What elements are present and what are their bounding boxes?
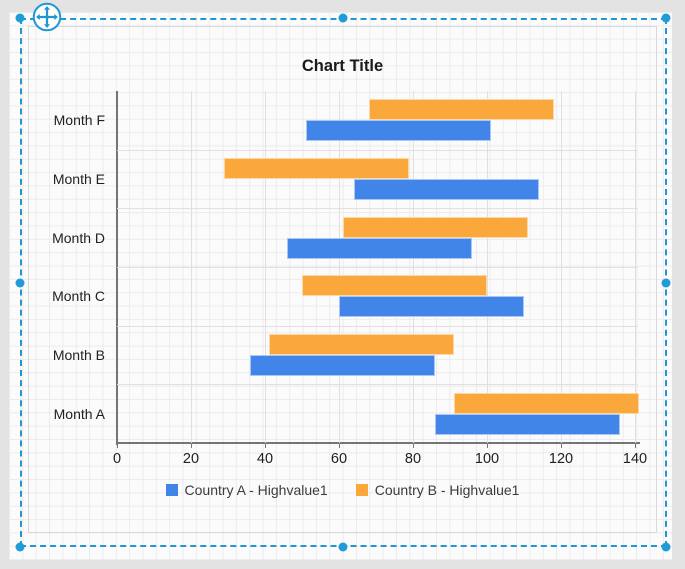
legend-label: Country A - Highvalue1 bbox=[184, 482, 328, 498]
move-icon[interactable] bbox=[32, 2, 62, 32]
category-label: Month A bbox=[53, 405, 105, 422]
x-axis-line bbox=[116, 442, 640, 444]
x-axis-tick-label: 120 bbox=[548, 451, 574, 467]
x-axis-tick-label: 80 bbox=[404, 451, 422, 467]
range-bar bbox=[268, 334, 454, 355]
range-bar bbox=[342, 216, 528, 238]
range-bar bbox=[250, 355, 436, 376]
range-bar bbox=[453, 392, 639, 414]
category-gridline bbox=[117, 384, 638, 386]
legend-swatch-icon bbox=[165, 484, 178, 496]
range-bar bbox=[339, 296, 524, 318]
x-axis-tick-label: 0 bbox=[112, 451, 122, 467]
chart-report-item[interactable]: Chart Title Month F Month E Month D Month C… bbox=[28, 26, 657, 533]
resize-handle-middle-right[interactable] bbox=[661, 278, 671, 288]
resize-handle-bottom-middle[interactable] bbox=[338, 542, 348, 552]
category-label: Month D bbox=[52, 229, 105, 246]
range-bar bbox=[435, 413, 621, 435]
resize-handle-bottom-right[interactable] bbox=[661, 542, 671, 552]
resize-handle-top-middle[interactable] bbox=[338, 13, 348, 23]
x-axis-tick bbox=[117, 444, 118, 448]
range-bar bbox=[287, 237, 473, 259]
category-label: Month E bbox=[52, 171, 105, 187]
category-axis-labels: Month F Month E Month D Month C Month B Month… bbox=[29, 91, 105, 443]
plot-area bbox=[117, 91, 639, 443]
category-gridline bbox=[117, 325, 638, 327]
legend-item: Country B - Highvalue1 bbox=[355, 482, 520, 498]
category-gridline bbox=[117, 267, 638, 268]
x-axis-tick bbox=[413, 444, 414, 448]
x-axis-tick-label: 20 bbox=[182, 451, 200, 467]
x-axis-tick bbox=[561, 444, 562, 448]
x-axis-tick-label: 60 bbox=[330, 451, 348, 467]
x-axis-tick-label: 140 bbox=[622, 451, 648, 467]
legend-item: Country A - Highvalue1 bbox=[165, 482, 328, 498]
x-axis-tick bbox=[339, 444, 340, 448]
x-axis-tick-label: 40 bbox=[256, 451, 274, 467]
category-gridline bbox=[117, 208, 638, 210]
x-axis-tick bbox=[265, 444, 266, 448]
legend-label: Country B - Highvalue1 bbox=[374, 482, 520, 498]
range-bar bbox=[305, 120, 491, 142]
chart-title: Chart Title bbox=[301, 57, 384, 75]
x-axis-tick-label: 100 bbox=[474, 451, 500, 467]
range-bar bbox=[368, 99, 554, 121]
resize-handle-bottom-left[interactable] bbox=[15, 542, 25, 552]
resize-handle-top-right[interactable] bbox=[661, 13, 671, 23]
category-gridline bbox=[117, 149, 638, 151]
range-bar bbox=[224, 158, 410, 179]
chart-legend: Country A - Highvalue1 Country B - Highva… bbox=[29, 482, 656, 498]
x-axis-tick bbox=[487, 444, 488, 448]
range-bar bbox=[353, 179, 539, 200]
category-label: Month C bbox=[52, 288, 105, 305]
resize-handle-middle-left[interactable] bbox=[15, 278, 25, 288]
category-label: Month B bbox=[52, 347, 105, 363]
x-axis-tick bbox=[635, 444, 636, 448]
y-axis-line bbox=[116, 91, 118, 445]
resize-handle-top-left[interactable] bbox=[15, 13, 25, 23]
range-bar bbox=[302, 275, 487, 297]
legend-swatch-icon bbox=[355, 484, 368, 496]
category-label: Month F bbox=[53, 112, 105, 129]
x-axis-tick bbox=[191, 444, 192, 448]
